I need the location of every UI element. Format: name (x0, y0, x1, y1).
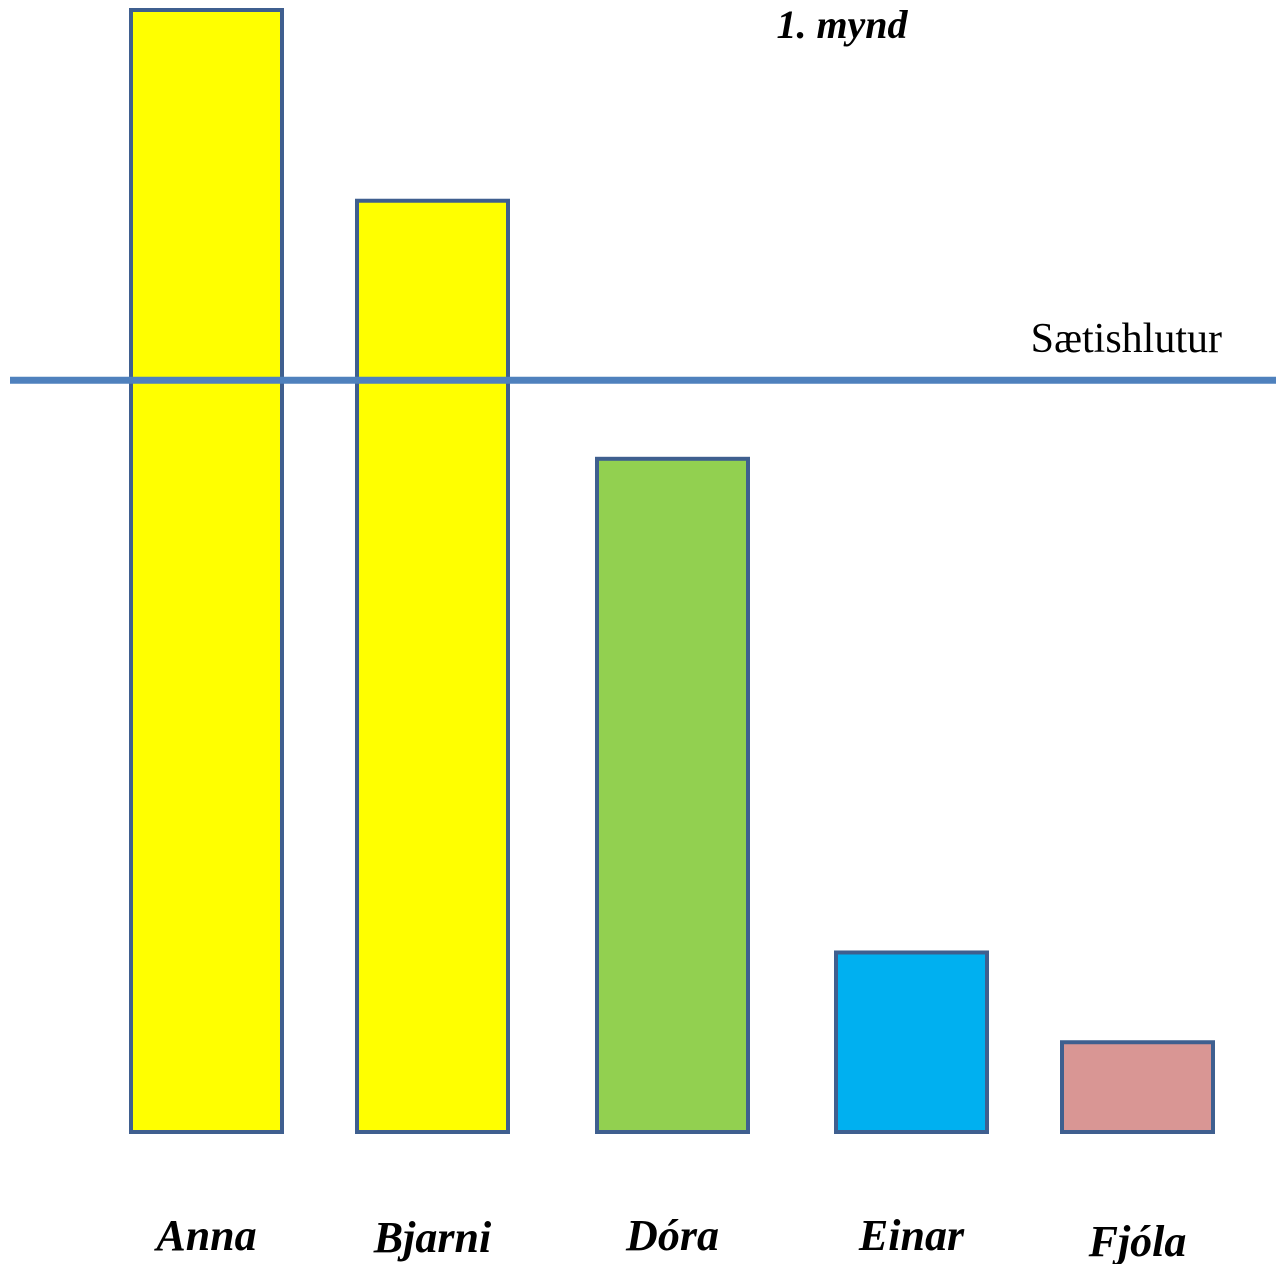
category-label-anna: Anna (153, 1211, 256, 1260)
category-labels-group: Anna Bjarni Dóra Einar Fjóla (153, 1211, 1186, 1264)
category-label-fjóla: Fjóla (1088, 1217, 1187, 1264)
bar-bjarni (355, 198, 510, 1135)
category-label-bjarni: Bjarni (373, 1213, 492, 1262)
threshold-label: Sætishlutur (1031, 316, 1222, 362)
bar-dóra (595, 456, 750, 1134)
category-label-einar: Einar (858, 1211, 965, 1260)
bars-group (129, 8, 1215, 1135)
bar-fjóla (1060, 1040, 1215, 1134)
chart-title: 1. mynd (776, 2, 908, 47)
bar-einar (834, 950, 989, 1134)
bar-anna (129, 8, 284, 1134)
category-label-dóra: Dóra (625, 1211, 719, 1260)
